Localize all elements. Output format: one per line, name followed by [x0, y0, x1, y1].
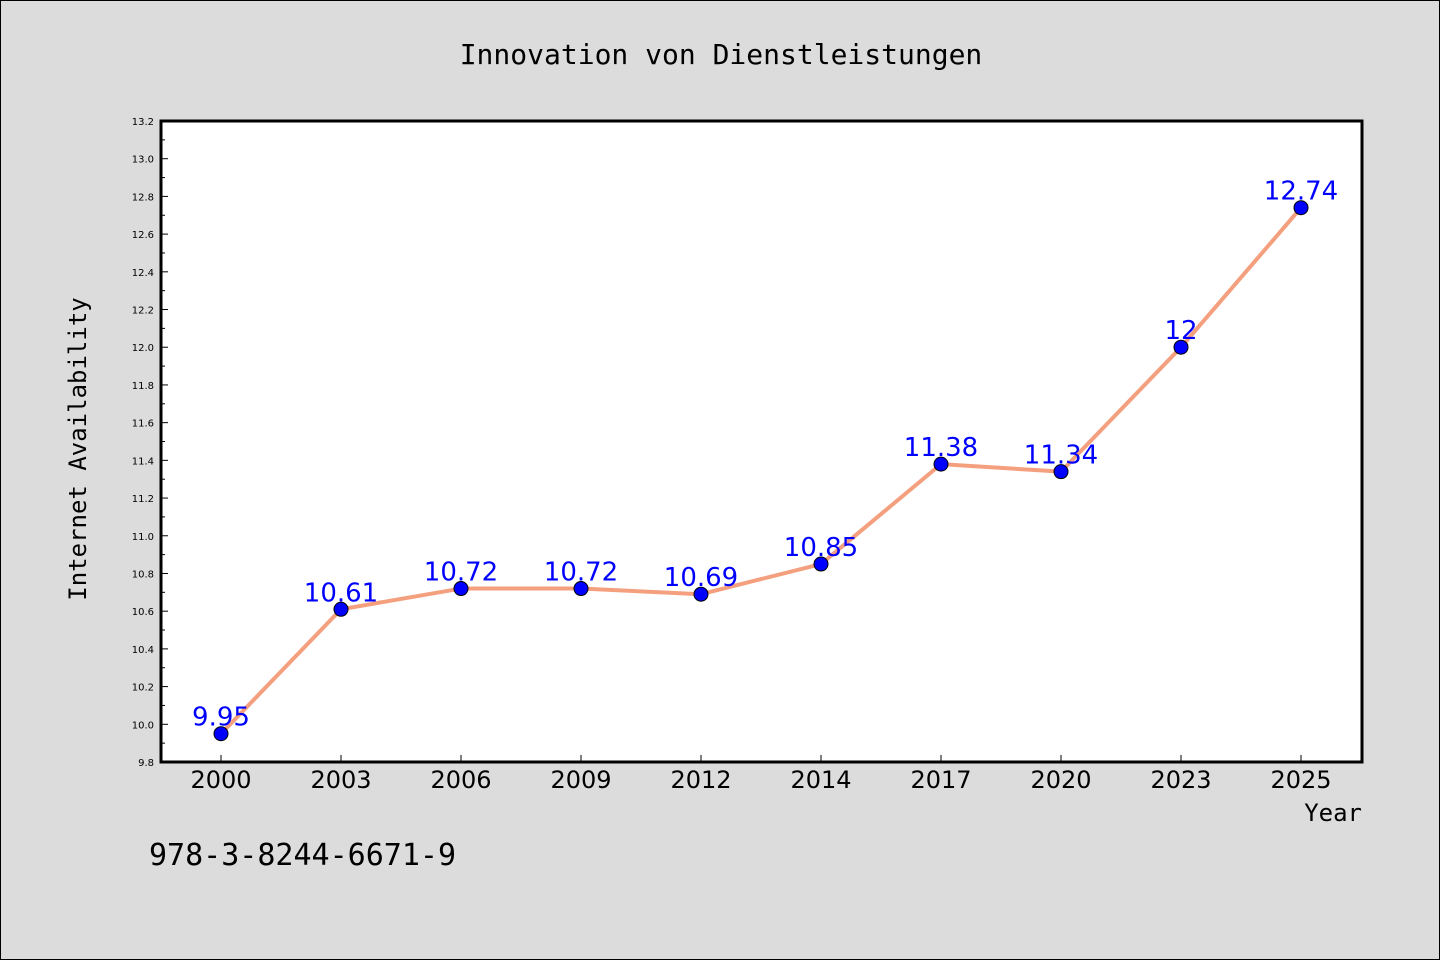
- data-label: 11.38: [904, 433, 978, 463]
- y-tick-label: 11.4: [132, 456, 154, 467]
- y-tick-label: 10.4: [132, 645, 154, 656]
- x-tick-label: 2017: [910, 766, 971, 794]
- x-tick-label: 2003: [310, 766, 371, 794]
- isbn-text: 978-3-8244-6671-9: [149, 838, 456, 873]
- x-tick-label: 2025: [1270, 766, 1331, 794]
- x-tick-label: 2014: [790, 766, 851, 794]
- y-tick-label: 12.6: [132, 230, 154, 241]
- data-point: [933, 456, 949, 472]
- y-axis-ticks: 9.8 10.0 10.2 10.4 10.6 10.8 11.0 11.2 11.4 11.6 1…: [132, 117, 168, 769]
- data-label: 9.95: [192, 703, 250, 733]
- data-label: 10.69: [664, 563, 738, 593]
- data-point: [333, 601, 349, 617]
- data-markers: [213, 200, 1309, 742]
- data-point: [1173, 339, 1189, 355]
- data-point: [573, 581, 589, 597]
- x-axis-ticks: 2000 2003 2006 2009 2012 2014 2017 2020 2023 2025: [190, 755, 1332, 794]
- chart-title: Innovation von Dienstleistungen: [460, 38, 983, 71]
- data-label: 10.61: [304, 578, 378, 608]
- y-tick-label: 12.8: [132, 192, 154, 203]
- x-tick-label: 2023: [1150, 766, 1211, 794]
- y-tick-label: 9.8: [138, 758, 154, 769]
- data-label: 12: [1164, 316, 1197, 346]
- data-label: 10.72: [424, 558, 498, 588]
- x-tick-label: 2006: [430, 766, 491, 794]
- data-label: 10.72: [544, 558, 618, 588]
- data-point: [453, 581, 469, 597]
- x-axis-label: Year: [1304, 799, 1362, 827]
- data-label: 11.34: [1024, 441, 1098, 471]
- y-tick-label: 11.0: [132, 532, 154, 543]
- data-label: 12.74: [1264, 177, 1338, 207]
- y-tick-label: 10.0: [132, 720, 154, 731]
- data-point: [813, 556, 829, 572]
- y-tick-label: 10.2: [132, 683, 154, 694]
- y-tick-label: 12.0: [132, 343, 154, 354]
- x-tick-label: 2012: [670, 766, 731, 794]
- y-tick-label: 11.8: [132, 381, 154, 392]
- data-point: [1293, 200, 1309, 216]
- x-tick-label: 2000: [190, 766, 251, 794]
- data-label: 10.85: [784, 533, 858, 563]
- y-tick-label: 10.8: [132, 569, 154, 580]
- data-point: [693, 586, 709, 602]
- data-point: [1053, 464, 1069, 480]
- y-tick-label: 13.0: [132, 155, 154, 166]
- y-tick-label: 10.6: [132, 607, 154, 618]
- x-tick-label: 2020: [1030, 766, 1091, 794]
- series-line: [219, 205, 1303, 736]
- y-axis-label: Internet Availability: [64, 297, 92, 600]
- y-tick-label: 11.6: [132, 419, 154, 430]
- x-tick-label: 2009: [550, 766, 611, 794]
- y-tick-label: 12.4: [132, 268, 154, 279]
- series-line-group: [219, 205, 1303, 736]
- data-labels: 9.95 10.61 10.72 10.72 10.69 10.85 11.38 11.34 1…: [192, 177, 1338, 733]
- data-point: [213, 726, 229, 742]
- y-tick-label: 12.2: [132, 306, 154, 317]
- y-tick-label: 11.2: [132, 494, 154, 505]
- plot-area: [159, 119, 1364, 764]
- y-tick-label: 13.2: [132, 117, 154, 128]
